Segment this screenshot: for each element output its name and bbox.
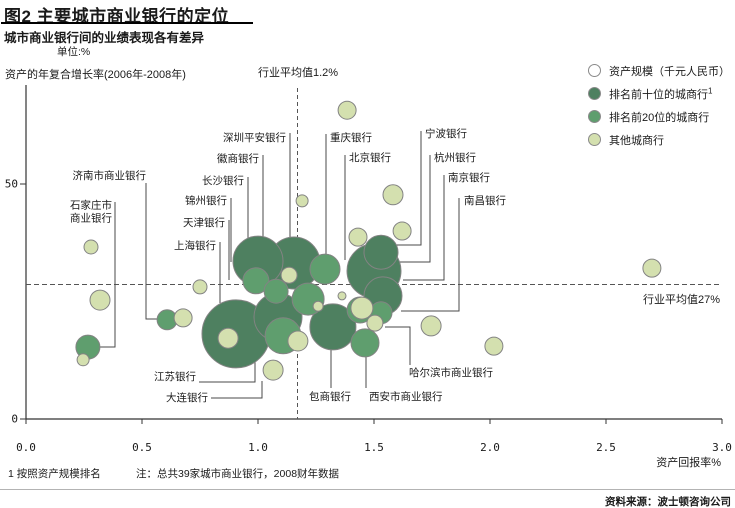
bank-bubble [89, 289, 111, 311]
legend-label: 排名前20位的城商行 [609, 111, 710, 124]
bottom-divider [0, 489, 735, 490]
bank-label: 长沙银行 [202, 174, 244, 187]
bank-bubble [350, 328, 380, 358]
leader-line [403, 175, 445, 281]
legend-item-asset-size: 资产规模（千元人民币） [588, 59, 730, 82]
bank-label: 西安市商业银行 [369, 390, 443, 403]
bank-label: 天津银行 [183, 216, 225, 229]
legend-label: 其他城商行 [609, 134, 664, 147]
x-tick-label: 0.0 [16, 441, 36, 454]
page-subtitle: 城市商业银行间的业绩表现各有差异 [4, 31, 205, 45]
top20-circle-icon [588, 110, 601, 123]
x-axis-title: 资产回报率% [656, 457, 721, 469]
footnote-sample-note: 注：总共39家城市商业银行，2008财年数据 [136, 468, 340, 480]
x-tick-label: 3.0 [712, 441, 732, 454]
legend-label: 排名前十位的城商行1 [609, 85, 713, 101]
bank-bubble [287, 330, 309, 352]
bank-bubble [263, 278, 289, 304]
bank-bubble [309, 303, 357, 351]
asset-size-circle-icon [588, 64, 601, 77]
footnotes: 1 按照资产规模排名 注：总共39家城市商业银行，2008财年数据 [8, 466, 339, 481]
bank-label: 江苏银行 [154, 370, 196, 383]
bank-label: 哈尔滨市商业银行 [409, 366, 493, 379]
bank-bubble [76, 353, 90, 367]
bank-bubble [262, 359, 284, 381]
bank-label: 杭州银行 [434, 151, 476, 164]
x-industry-average-label: 行业平均值1.2% [258, 67, 339, 79]
source-label: 资料来源：波士顿咨询公司 [605, 496, 731, 508]
bank-bubble [392, 221, 412, 241]
legend: 资产规模（千元人民币） 排名前十位的城商行1 排名前20位的城商行 其他城商行 [588, 59, 730, 151]
bank-bubble [192, 279, 208, 295]
bank-bubble [280, 266, 298, 284]
bank-bubble [312, 300, 324, 312]
bank-bubble [382, 184, 404, 206]
bank-label: 大连银行 [166, 391, 208, 404]
leader-line [211, 381, 263, 399]
bank-bubble [337, 291, 347, 301]
top10-circle-icon [588, 87, 601, 100]
y-tick-label: 50 [4, 177, 18, 191]
x-tick-label: 1.5 [364, 441, 384, 454]
leader-line [393, 131, 422, 246]
bank-bubble [642, 258, 662, 278]
bank-bubble [83, 239, 99, 255]
unit-label: 单位:% [57, 46, 91, 58]
bank-label: 深圳平安银行 [223, 131, 286, 144]
page-title: 图2 主要城市商业银行的定位 [4, 7, 230, 26]
bank-bubble [348, 227, 368, 247]
bank-label: 上海银行 [174, 239, 216, 252]
x-tick-label: 2.5 [596, 441, 616, 454]
bank-bubble [337, 100, 357, 120]
legend-item-top10: 排名前十位的城商行1 [588, 82, 730, 105]
x-tick-label: 0.5 [132, 441, 152, 454]
bank-label: 徽商银行 [217, 152, 259, 165]
bank-bubble [295, 194, 309, 208]
bank-label: 济南市商业银行 [72, 169, 147, 182]
footnote-rank-note: 1 按照资产规模排名 [8, 468, 101, 480]
bank-bubble [484, 336, 504, 356]
leader-line [401, 198, 460, 312]
bank-bubble [173, 308, 193, 328]
bank-label: 重庆银行 [330, 131, 372, 144]
bank-bubble [242, 267, 270, 295]
bank-label: 南昌银行 [464, 194, 506, 207]
bank-label: 锦州银行 [185, 194, 227, 207]
x-tick-label: 2.0 [480, 441, 500, 454]
leader-line [145, 183, 160, 320]
y-tick-label: 0 [11, 412, 18, 426]
bank-bubble [350, 296, 374, 320]
leader-line [385, 326, 411, 365]
bank-label: 宁波银行 [425, 127, 467, 140]
other-banks-circle-icon [588, 133, 601, 146]
legend-item-top20: 排名前20位的城商行 [588, 105, 730, 128]
x-tick-label: 1.0 [248, 441, 268, 454]
leader-line [400, 155, 431, 263]
leader-line [100, 202, 116, 348]
bank-bubble [420, 315, 442, 337]
bank-bubble [366, 314, 384, 332]
bank-bubble [309, 253, 341, 285]
bank-label: 南京银行 [448, 171, 490, 184]
bank-bubble [363, 234, 399, 270]
title-underline [1, 22, 253, 24]
legend-item-other: 其他城商行 [588, 128, 730, 151]
bank-label: 石家庄市 商业银行 [70, 199, 112, 225]
bank-label: 包商银行 [309, 390, 351, 403]
bank-label: 北京银行 [349, 151, 391, 164]
y-axis-title: 资产的年复合增长率(2006年-2008年) [5, 69, 186, 81]
y-industry-average-label: 行业平均值27% [643, 294, 721, 306]
bank-bubble [217, 327, 239, 349]
legend-label: 资产规模（千元人民币） [609, 65, 730, 78]
